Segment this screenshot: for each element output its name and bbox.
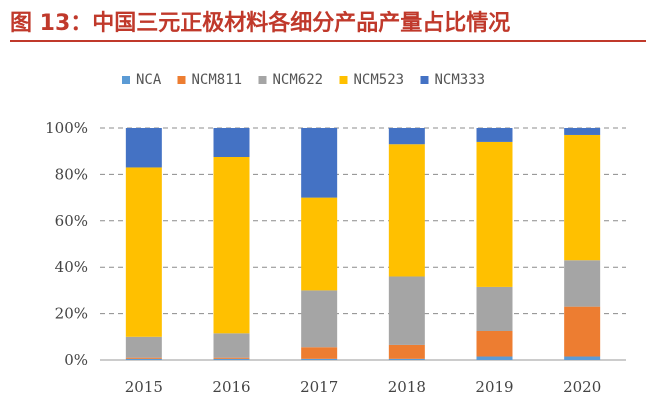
bar-segment xyxy=(301,347,338,359)
bar-segment xyxy=(388,144,425,277)
bar-segment xyxy=(388,128,425,145)
x-tick-label: 2017 xyxy=(300,378,338,396)
y-axis-ticks: 0% 20% 40% 60% 80% 100% xyxy=(45,119,88,369)
bar-segment xyxy=(301,128,338,198)
legend-item: NCM622 xyxy=(258,72,324,88)
bar-segment xyxy=(125,128,162,168)
x-tick-label: 2015 xyxy=(125,378,163,396)
bar-segment xyxy=(388,344,425,359)
bar-segment xyxy=(564,134,601,261)
x-tick-label: 2018 xyxy=(388,378,426,396)
legend-label: NCM811 xyxy=(192,72,243,88)
legend-item: NCM523 xyxy=(339,72,405,88)
bar-segment xyxy=(476,286,513,331)
legend-swatch xyxy=(339,76,348,84)
bar-segment xyxy=(213,357,250,359)
bar-segment xyxy=(125,358,162,360)
legend-swatch xyxy=(258,76,267,84)
bar-segment xyxy=(125,336,162,358)
legend-swatch xyxy=(420,76,429,84)
bar-segment xyxy=(564,260,601,307)
legend-label: NCM622 xyxy=(273,72,324,88)
bar-segment xyxy=(388,358,425,360)
x-tick-label: 2016 xyxy=(212,378,250,396)
figure-title: 图 13：中国三元正极材料各细分产品产量占比情况 xyxy=(10,10,646,42)
y-tick-label: 40% xyxy=(55,258,88,276)
bar-segment xyxy=(476,128,513,142)
y-tick-label: 60% xyxy=(55,212,88,230)
legend-swatch xyxy=(122,76,130,84)
legend-swatch xyxy=(177,76,186,84)
legend-item: NCA xyxy=(122,72,162,88)
bar-segment xyxy=(301,290,338,348)
legend-label: NCM523 xyxy=(354,72,405,88)
x-tick-label: 2019 xyxy=(475,378,513,396)
bar-segment xyxy=(476,331,513,357)
bar-segment xyxy=(301,197,338,291)
bar-segment xyxy=(301,358,338,360)
bars: 2015 2016 2017 2018 2019 2020 xyxy=(125,128,601,396)
legend-item: NCM811 xyxy=(177,72,243,88)
legend-label: NCM333 xyxy=(435,72,486,88)
bar-segment xyxy=(125,167,162,337)
x-tick-label: 2020 xyxy=(563,378,601,396)
y-tick-label: 80% xyxy=(55,165,88,183)
y-tick-label: 20% xyxy=(55,305,88,323)
y-tick-label: 100% xyxy=(45,119,88,137)
bar-segment xyxy=(125,357,162,359)
bar-segment xyxy=(476,141,513,287)
legend-label: NCA xyxy=(136,72,162,88)
stacked-bar-chart: NCA NCM811 NCM622 NCM523 NCM333 0% 20% 40% 60% 80… xyxy=(45,72,626,396)
bar-segment xyxy=(213,333,250,358)
y-tick-label: 0% xyxy=(64,351,88,369)
legend-item: NCM333 xyxy=(420,72,486,88)
bar-segment xyxy=(388,276,425,345)
legend: NCA NCM811 NCM622 NCM523 NCM333 xyxy=(122,72,485,88)
chart-area: NCA NCM811 NCM622 NCM523 NCM333 0% 20% 40% 60% 80… xyxy=(0,44,656,408)
bar-segment xyxy=(564,306,601,357)
bar-segment xyxy=(213,157,250,334)
gridlines xyxy=(100,127,626,315)
bar-segment xyxy=(476,356,513,360)
bar-segment xyxy=(564,128,601,135)
bar-segment xyxy=(213,358,250,360)
bar-segment xyxy=(564,356,601,360)
bar-segment xyxy=(213,128,250,157)
